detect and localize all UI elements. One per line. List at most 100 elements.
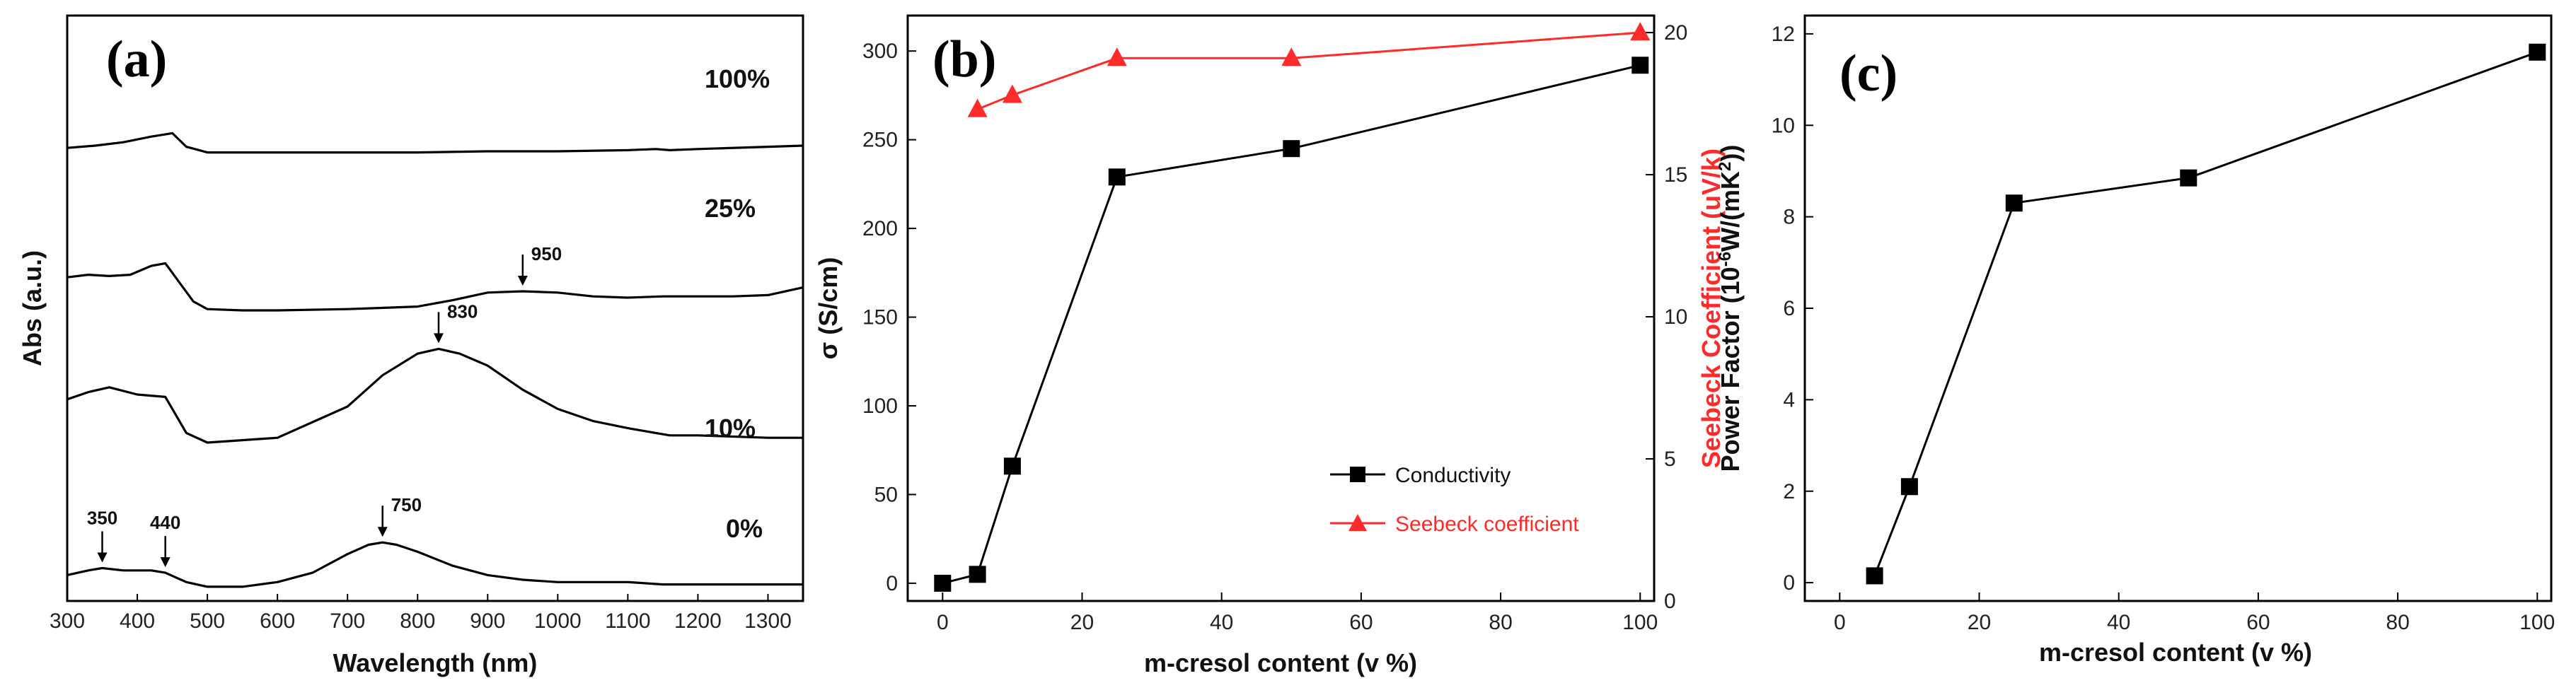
panel-b-y-tick-label: 250 [862,129,898,152]
panel-b-x-tick-label: 80 [1489,611,1512,634]
panel-b-x-tick-label: 0 [937,611,949,634]
panel-c-y-tick-label: 12 [1772,23,1795,46]
seebeck-point [1002,84,1022,103]
panel-b-series [934,22,1651,592]
panel-a-x-tick-label: 300 [50,609,85,633]
panel-c: 0 20 40 60 80 100 0 2 4 6 8 10 12 (c) m-cresol conte… [1716,14,2555,667]
panel-a-annotations: 950 830 750 350 440 [87,243,562,568]
legend-conductivity-label: Conductivity [1395,464,1511,487]
panel-a-x-tick-label: 700 [330,609,365,633]
panel-a-x-tick-label: 1000 [534,609,582,633]
panel-b-x-tick-label: 40 [1210,611,1233,634]
label-25: 25% [705,194,756,223]
panel-a-x-tick-label: 600 [260,609,295,633]
panel-a-x-tick-label: 900 [470,609,505,633]
panel-a-curves [67,132,804,588]
curve-10pct [67,347,803,444]
annotation-arrowhead [433,333,444,344]
panel-b-y-tick-label: 0 [886,572,898,595]
panel-b-y2-tick-label: 10 [1664,305,1687,329]
panel-b-x-tick-label: 100 [1622,611,1658,634]
conductivity-point [934,574,952,592]
panel-c-y-tick-label: 6 [1783,297,1795,320]
power-factor-point [2180,169,2197,187]
panel-c-y-tick-label: 4 [1783,388,1795,411]
panel-c-label: (c) [1839,45,1898,103]
curve-100pct [67,132,804,154]
panel-b-ticks: 0 20 40 60 80 100 0 50 100 150 200 250 300 0 5 10 15 20 [862,21,1687,634]
panel-c-x-axis-label: m-cresol content (v %) [2039,638,2312,667]
curve-0pct [67,541,803,588]
panel-b-frame [906,14,1656,602]
label-100: 100% [705,64,770,93]
seebeck-point [1281,47,1302,66]
panel-b-y2-tick-label: 20 [1664,21,1687,45]
panel-b-legend: Conductivity Seebeck coefficient [1330,464,1579,536]
annotation-arrowhead [97,552,108,563]
conductivity-point [1003,457,1021,475]
panel-a-x-ticks: 300 400 500 600 700 800 900 1000 1100 1200 1300 [50,594,792,633]
power-factor-point [2005,194,2023,212]
panel-b-y-tick-label: 200 [862,217,898,240]
panel-b-y-axis-label: σ (S/cm) [814,257,843,360]
panel-b-y-tick-label: 150 [862,306,898,329]
curve-25pct [67,262,804,312]
annotation-label: 350 [87,508,117,529]
legend-conductivity-marker [1350,467,1365,482]
panel-c-x-tick-label: 0 [1834,611,1846,634]
panel-c-y-tick-label: 0 [1783,571,1795,595]
annotation-label: 750 [391,494,422,515]
panel-a-x-tick-label: 800 [400,609,435,633]
panel-c-y-axis-label: Power Factor (10-6W/(mK2)) [1716,145,1745,472]
seebeck-point [1630,22,1651,41]
panel-a-x-tick-label: 1100 [605,609,651,633]
panel-c-y-tick-label: 2 [1783,480,1795,503]
panel-a-x-tick-label: 1300 [744,609,792,633]
panel-a-label: (a) [106,30,167,88]
panel-b-y-tick-label: 300 [862,40,898,63]
panel-c-y-tick-label: 8 [1783,206,1795,229]
panel-a-x-tick-label: 400 [120,609,155,633]
seebeck-point [967,98,988,117]
label-10: 10% [705,414,756,443]
legend-seebeck-marker [1348,514,1367,531]
panel-a: 300 400 500 600 700 800 900 1000 1100 1200 1300 95… [18,14,804,677]
series-line-seebeck-coefficient [977,31,1641,110]
panel-a-frame [66,14,804,602]
panel-c-x-tick-label: 80 [2386,611,2409,634]
annotation-label: 950 [531,243,562,264]
annotation-label: 440 [150,512,180,533]
power-factor-point [1900,478,1918,496]
panel-a-x-axis-label: Wavelength (nm) [333,648,538,677]
conductivity-point [1631,57,1649,74]
panel-b-x-tick-label: 60 [1349,611,1373,634]
label-0: 0% [726,514,763,543]
seebeck-point [1107,47,1127,66]
power-factor-line [1873,51,2538,576]
panel-c-x-tick-label: 40 [2107,611,2130,634]
panel-b-y2-tick-label: 5 [1664,448,1676,471]
panel-b-y2-tick-label: 0 [1664,590,1676,613]
panel-c-x-tick-label: 60 [2246,611,2270,634]
conductivity-point [1283,140,1300,158]
panel-c-x-tick-label: 20 [1968,611,1991,634]
panel-b-y2-axis-label: Seebeck Coefficient (uV/k) [1697,148,1726,468]
panel-b-x-axis-label: m-cresol content (v %) [1144,648,1417,677]
annotation-arrowhead [160,557,171,568]
panel-c-x-tick-label: 100 [2519,611,2555,634]
power-factor-point [2529,43,2546,61]
panel-b-y-tick-label: 50 [874,483,898,506]
panel-c-ticks: 0 20 40 60 80 100 0 2 4 6 8 10 12 [1772,23,2555,634]
panel-a-x-tick-label: 1200 [674,609,722,633]
annotation-arrowhead [517,276,528,286]
conductivity-point [1108,168,1126,186]
annotation-label: 830 [447,300,478,322]
panel-b-label: (b) [932,30,996,88]
annotation-arrowhead [377,527,388,537]
panel-c-y-tick-label: 10 [1772,114,1795,137]
conductivity-point [969,566,986,583]
panel-c-frame [1803,14,2553,602]
panel-b: 0 20 40 60 80 100 0 50 100 150 200 250 300 0 5 10 15 20 (… [814,14,1726,677]
panel-b-y-tick-label: 100 [862,395,898,418]
